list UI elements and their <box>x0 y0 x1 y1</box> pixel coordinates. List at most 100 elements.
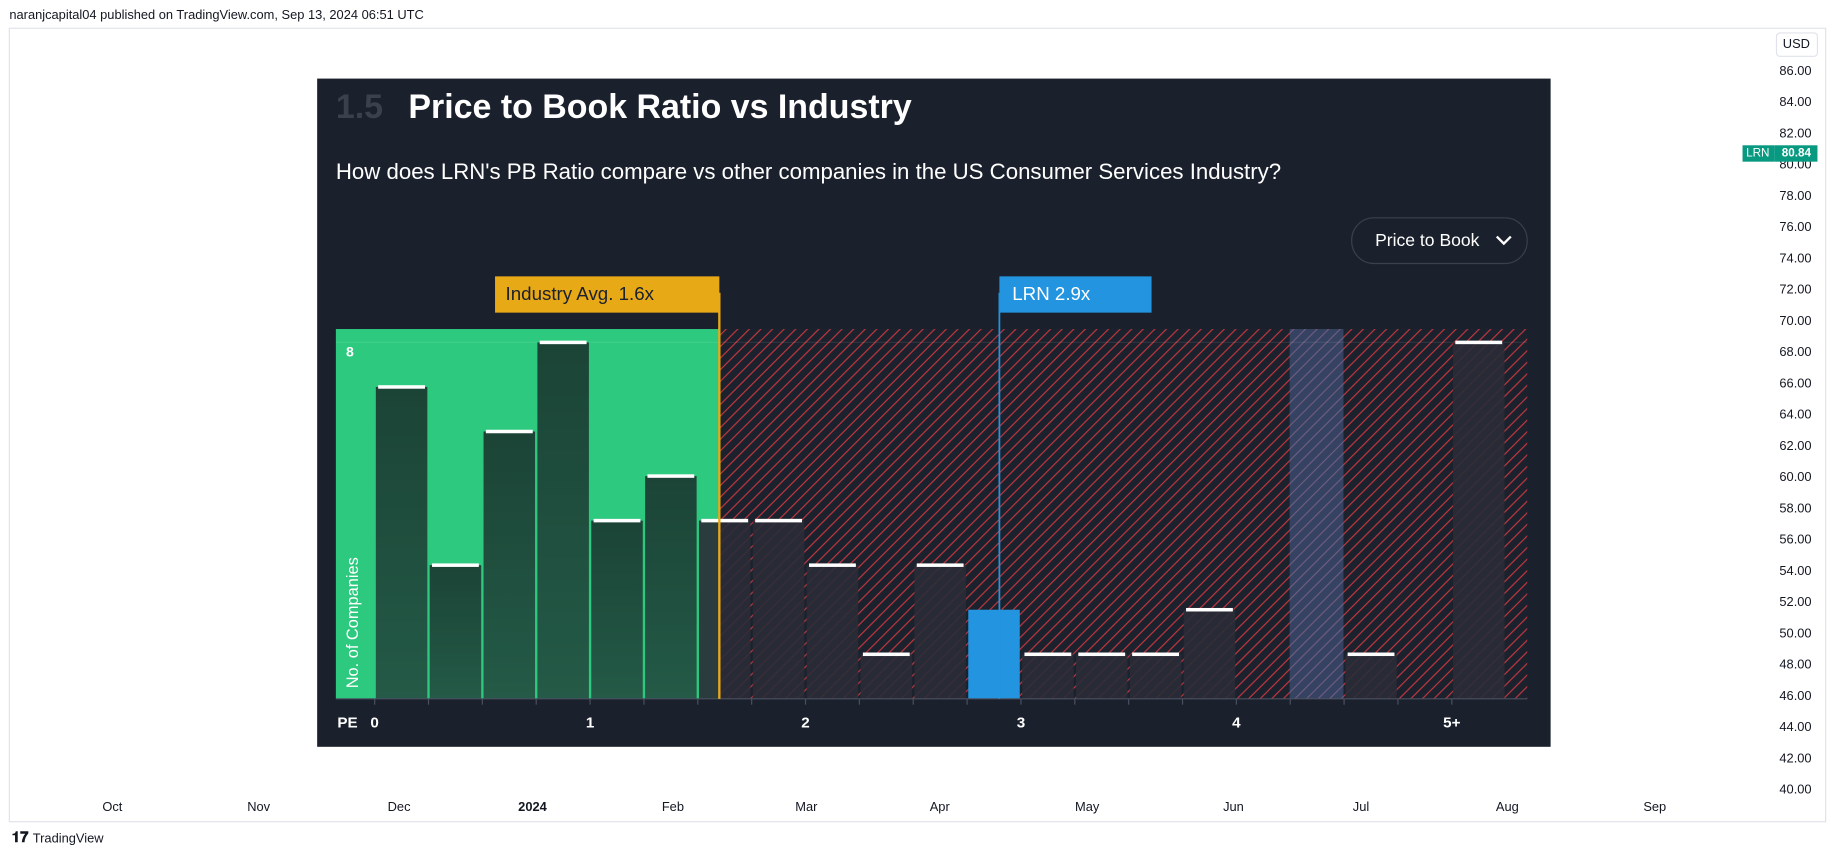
bar <box>914 565 966 699</box>
bar-cap <box>1455 340 1503 345</box>
bar <box>1075 654 1128 699</box>
highlight-band <box>1289 329 1344 699</box>
time-label: Jun <box>1223 799 1244 814</box>
price-label: 54.00 <box>1779 563 1811 578</box>
published-text: naranjcapital04 published on TradingView… <box>9 7 423 22</box>
bar-cap <box>647 474 695 478</box>
time-label: Sep <box>1643 799 1666 814</box>
price-label: 40.00 <box>1779 782 1811 797</box>
bar <box>806 565 859 699</box>
price-label: 60.00 <box>1779 469 1811 484</box>
footer-brand: TradingView <box>33 831 104 846</box>
bar-cap <box>1347 652 1395 657</box>
time-label: Jul <box>1353 799 1369 814</box>
currency: USD <box>1783 36 1810 51</box>
y-tick-label: 8 <box>346 344 354 360</box>
price-label: 84.00 <box>1779 94 1811 109</box>
bar <box>645 476 697 699</box>
dropdown[interactable] <box>1351 217 1528 265</box>
chart-subtitle: How does LRN's PB Ratio compare vs other… <box>336 159 1281 184</box>
x-tick-label: 5+ <box>1443 714 1460 731</box>
bar-cap <box>1132 652 1180 657</box>
bar-cap <box>539 340 587 345</box>
price-label: 68.00 <box>1779 344 1811 359</box>
bar <box>1345 654 1397 699</box>
bar <box>1452 342 1505 699</box>
ticker-tag <box>1742 145 1775 162</box>
x-tick-label: 4 <box>1232 714 1241 731</box>
bar-cap <box>809 563 856 567</box>
dropdown-label: Price to Book <box>1375 230 1480 250</box>
last-price-tag <box>1774 145 1818 162</box>
last-price: 80.84 <box>1782 147 1812 160</box>
section-number: 1.5 <box>336 88 383 126</box>
bar-cap <box>485 429 533 434</box>
time-label: Apr <box>930 799 951 814</box>
x-tick-label: 2 <box>801 714 809 731</box>
bar <box>698 520 751 699</box>
bar-cap <box>755 518 803 523</box>
price-label: 44.00 <box>1779 719 1811 734</box>
bar-cap <box>378 385 425 389</box>
x-tick-label: 3 <box>1017 714 1025 731</box>
bar-cap <box>862 652 910 657</box>
tv-logo: 𝟏𝟕 <box>12 829 29 846</box>
time-label: May <box>1075 799 1100 814</box>
x-tick-label: 1 <box>586 714 595 731</box>
price-label: 50.00 <box>1779 625 1811 640</box>
chart-frame <box>8 27 1827 823</box>
bar <box>860 654 913 699</box>
bar-cap <box>916 563 964 567</box>
avg-label: Industry Avg. 1.6x <box>506 283 655 304</box>
bar <box>968 609 1020 699</box>
price-label: 72.00 <box>1779 282 1811 297</box>
bar <box>1129 654 1182 699</box>
price-label: 76.00 <box>1779 219 1811 234</box>
bar <box>1183 609 1236 699</box>
avg-box <box>495 276 720 313</box>
price-label: 42.00 <box>1779 750 1811 765</box>
x-tick-label: 0 <box>370 714 378 731</box>
bar-cap <box>432 563 479 567</box>
chart-title: Price to Book Ratio vs Industry <box>408 88 911 126</box>
time-label: Mar <box>795 799 818 814</box>
time-label: Feb <box>662 799 684 814</box>
price-label: 62.00 <box>1779 438 1811 453</box>
bar-cap <box>701 518 749 523</box>
bar <box>537 342 589 699</box>
bar <box>752 520 805 699</box>
price-label: 64.00 <box>1779 407 1811 422</box>
y-axis-label: No. of Companies <box>344 557 362 688</box>
time-label: 2024 <box>518 799 547 814</box>
dropdown-chevron <box>1495 235 1512 246</box>
price-label: 56.00 <box>1779 532 1811 547</box>
time-label: Oct <box>102 799 122 814</box>
currency-button[interactable] <box>1775 32 1819 57</box>
price-label: 70.00 <box>1779 313 1811 328</box>
price-label: 46.00 <box>1779 688 1811 703</box>
time-label: Dec <box>388 799 411 814</box>
bar <box>375 386 428 699</box>
bar-cap <box>1024 652 1072 657</box>
price-label: 82.00 <box>1779 125 1811 140</box>
lrn-label: LRN 2.9x <box>1012 283 1091 304</box>
price-label: 58.00 <box>1779 500 1811 515</box>
bar <box>1022 654 1074 699</box>
price-label: 52.00 <box>1779 594 1811 609</box>
bar-cap <box>593 518 641 523</box>
price-label: 66.00 <box>1779 375 1811 390</box>
price-label: 86.00 <box>1779 63 1811 78</box>
lrn-box <box>999 276 1152 313</box>
ticker: LRN <box>1746 147 1769 160</box>
bar <box>483 431 536 699</box>
bar-cap <box>1186 607 1233 612</box>
time-label: Nov <box>247 799 270 814</box>
bar <box>429 565 482 699</box>
price-label: 78.00 <box>1779 188 1811 203</box>
time-label: Aug <box>1496 799 1519 814</box>
price-label: 74.00 <box>1779 250 1811 265</box>
bar-cap <box>1078 652 1126 657</box>
bar <box>591 520 643 699</box>
price-label: 48.00 <box>1779 657 1811 672</box>
